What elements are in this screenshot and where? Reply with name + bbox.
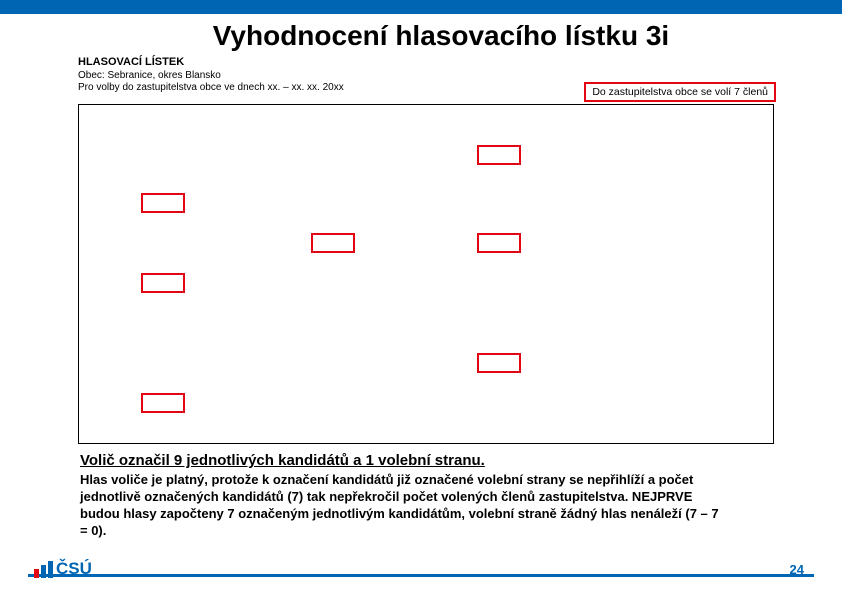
- selection-box: [141, 273, 185, 293]
- page-number: 24: [790, 562, 804, 577]
- page-title: Vyhodnocení hlasovacího lístku 3i: [0, 20, 842, 52]
- selection-box: [311, 233, 355, 253]
- council-size-box: Do zastupitelstva obce se volí 7 členů: [584, 82, 776, 102]
- header-line-2: Obec: Sebranice, okres Blansko: [78, 70, 842, 83]
- header-line-1: HLASOVACÍ LÍSTEK: [78, 56, 842, 70]
- top-accent-bar: [0, 0, 842, 14]
- selection-box: [141, 193, 185, 213]
- explanation-text: Hlas voliče je platný, protože k označen…: [80, 472, 720, 540]
- selection-box: [477, 145, 521, 165]
- footer-divider: [28, 574, 814, 577]
- footer: ČSÚ 24: [0, 574, 842, 577]
- logo-text: ČSÚ: [56, 559, 92, 579]
- selection-box: [477, 353, 521, 373]
- conclusion-line: Volič označil 9 jednotlivých kandidátů a…: [80, 452, 760, 469]
- selection-box: [141, 393, 185, 413]
- csu-logo: ČSÚ: [34, 559, 92, 579]
- logo-bars-icon: [34, 561, 53, 578]
- selection-box: [477, 233, 521, 253]
- ballot-area: [78, 104, 774, 444]
